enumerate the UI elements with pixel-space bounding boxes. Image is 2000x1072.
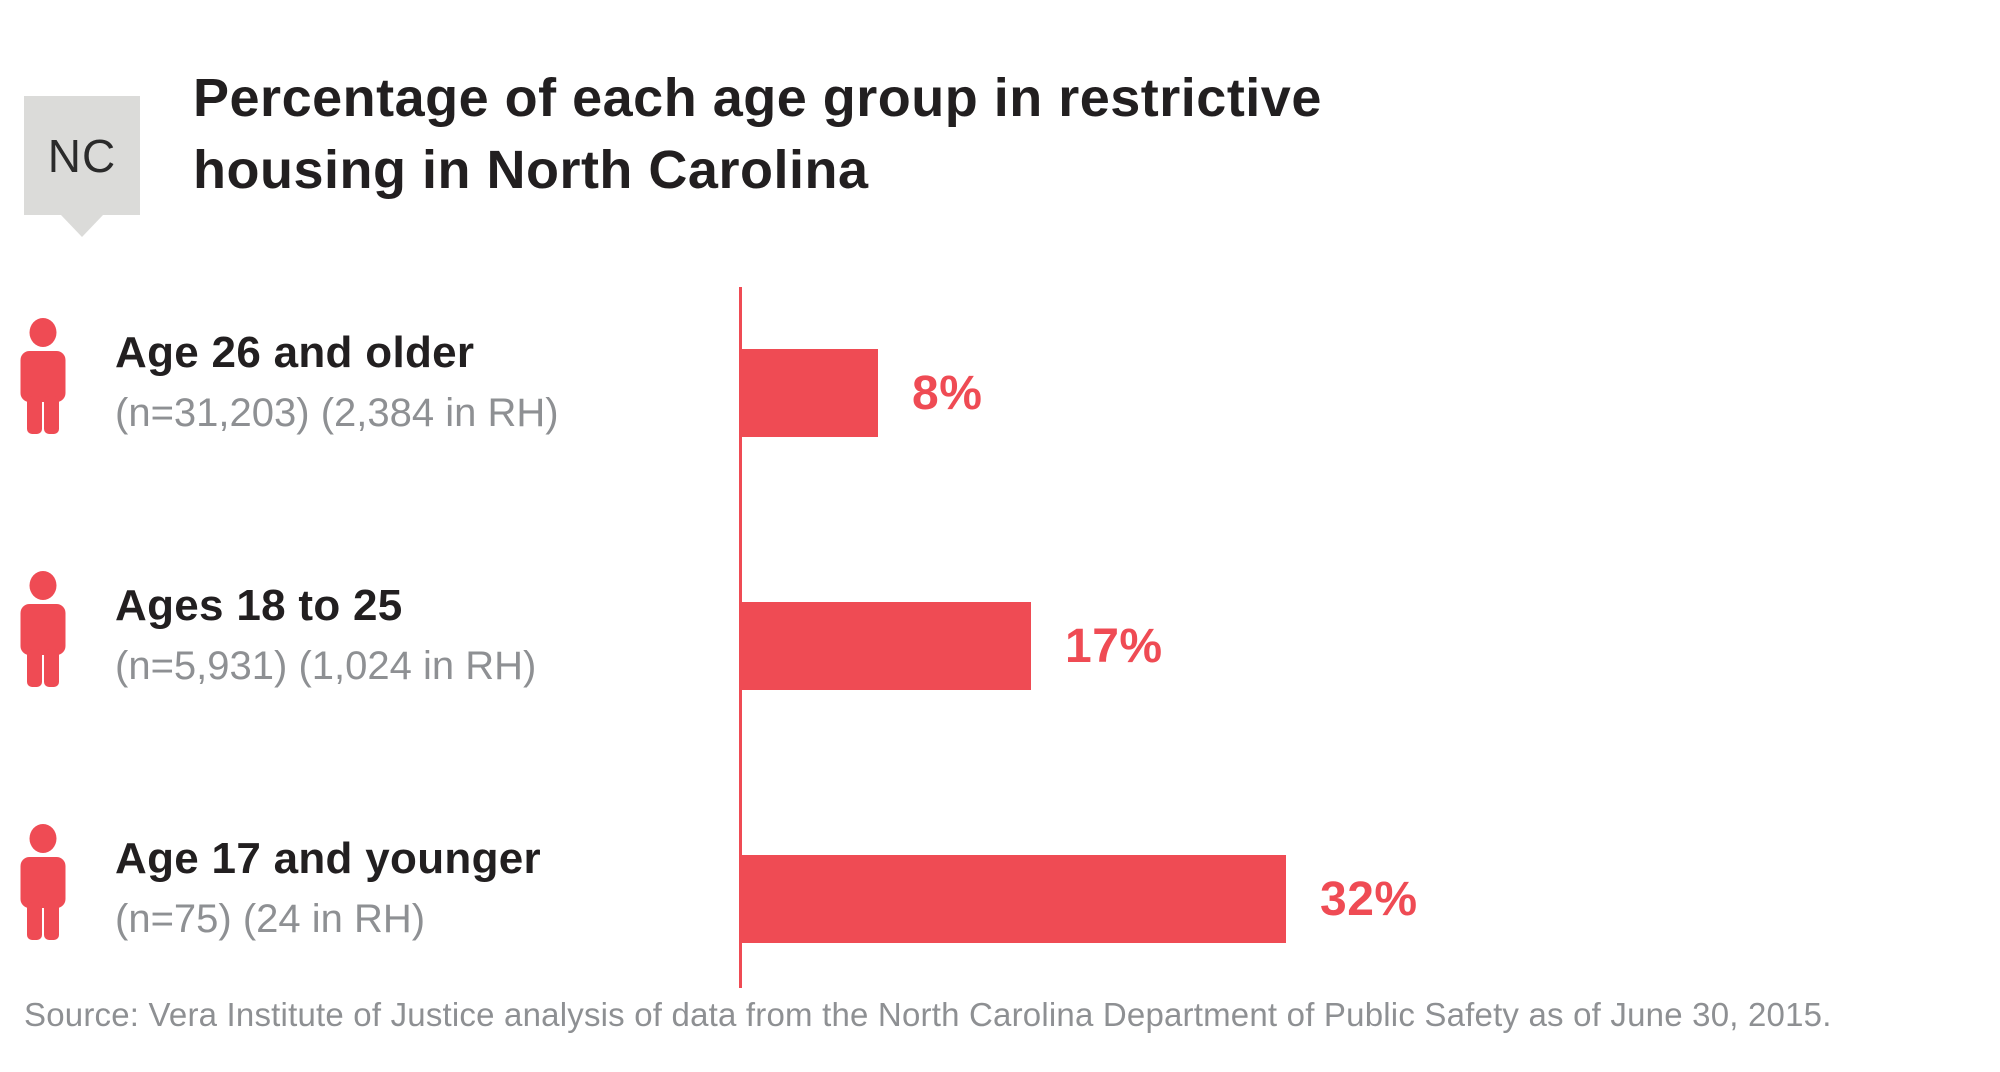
category-block: Age 17 and younger (n=75) (24 in RH) — [115, 834, 715, 942]
category-label: Age 17 and younger — [115, 834, 541, 883]
zero-baseline-axis — [739, 287, 742, 988]
state-badge-label: NC — [47, 129, 117, 182]
state-badge-pointer — [61, 215, 103, 237]
bar-value-label: 8% — [912, 366, 983, 420]
category-sublabel: (n=31,203) (2,384 in RH) — [115, 391, 559, 435]
bar-value-label: 32% — [1320, 872, 1418, 926]
person-icon — [20, 318, 66, 434]
person-icon — [20, 824, 66, 940]
category-label: Age 26 and older — [115, 328, 475, 377]
category-sublabel: (n=5,931) (1,024 in RH) — [115, 644, 537, 688]
bar-row: 8% — [742, 349, 982, 437]
person-icon — [20, 571, 66, 687]
bar — [742, 349, 878, 437]
category-label: Ages 18 to 25 — [115, 581, 403, 630]
state-badge: NC — [24, 96, 140, 215]
bar-value-label: 17% — [1065, 619, 1163, 673]
bar — [742, 855, 1286, 943]
category-block: Age 26 and older (n=31,203) (2,384 in RH… — [115, 328, 715, 436]
bar-row: 32% — [742, 855, 1418, 943]
category-block: Ages 18 to 25 (n=5,931) (1,024 in RH) — [115, 581, 715, 689]
category-sublabel: (n=75) (24 in RH) — [115, 897, 426, 941]
chart-title: Percentage of each age group in restrict… — [193, 62, 1322, 206]
source-note: Source: Vera Institute of Justice analys… — [24, 996, 1832, 1033]
chart-title-line2: housing in North Carolina — [193, 140, 869, 200]
bar — [742, 602, 1031, 690]
chart-title-line1: Percentage of each age group in restrict… — [193, 68, 1322, 128]
bar-row: 17% — [742, 602, 1163, 690]
